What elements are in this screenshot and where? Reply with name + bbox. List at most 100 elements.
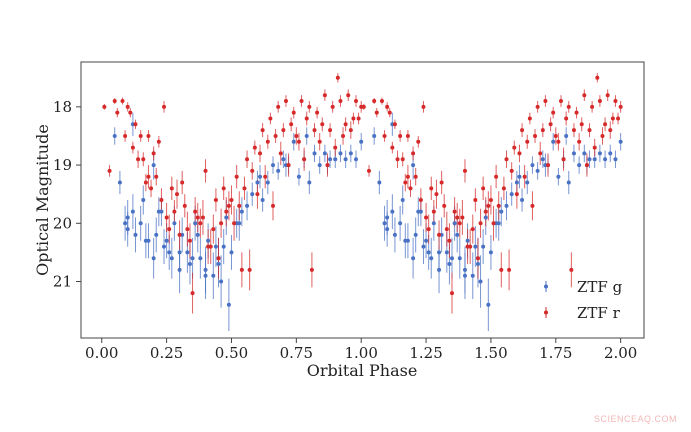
ztf-g-point [130,209,135,214]
ztf-g-point [470,273,475,278]
ztf-r-point [499,267,504,272]
ztf-g-point [348,151,353,156]
ztf-r-point [213,198,218,202]
ztf-r-point [457,221,462,226]
ztf-r-point [434,192,439,197]
ztf-r-point [398,133,403,138]
ztf-g-point [382,221,387,226]
ztf-r-point [600,133,605,138]
ztf-r-point [346,93,351,98]
ztf-g-point [258,174,263,179]
ztf-r-point [320,122,325,127]
ztf-r-point [164,215,169,220]
ztf-r-point [426,227,431,232]
ztf-r-point [452,209,457,214]
ztf-r-point [592,145,597,150]
ztf-g-point [398,221,403,226]
ztf-g-point [392,232,397,237]
ztf-r-point [128,110,133,115]
ztf-r-point [514,192,519,197]
ztf-r-point [234,174,239,179]
ztf-r-point [525,139,530,144]
ztf-g-point [413,232,418,237]
ztf-r-point [590,104,595,109]
y-tick-label: 18 [53,98,72,116]
ztf-r-point [424,215,429,220]
ztf-r-point [221,186,226,191]
ztf-r-point [348,128,353,133]
ztf-r-point [569,267,574,272]
ztf-r-point [151,151,156,156]
ztf-g-point [486,302,491,307]
ztf-r-point [177,232,182,237]
ztf-g-point [221,244,226,249]
ztf-g-point [478,279,483,284]
ztf-r-point [250,168,255,173]
ztf-r-point [159,198,164,202]
x-tick-label: 1.50 [474,344,507,362]
ztf-r-point [483,209,488,214]
ztf-r-point [468,244,473,249]
ztf-r-point [535,104,540,109]
ztf-r-point [315,110,320,115]
ztf-g-point [473,244,478,249]
ztf-r-point [551,110,556,115]
ztf-g-point [281,157,286,162]
ztf-r-point [429,186,434,191]
ztf-g-point [250,192,255,197]
ztf-r-point [460,215,465,220]
ztf-r-point [496,203,501,208]
ztf-g-point [304,133,309,138]
ztf-r-errorbars [103,73,622,314]
ztf-r-point [224,209,229,214]
ztf-r-point [294,133,299,138]
ztf-r-point [603,122,608,127]
ztf-g-point [447,262,452,267]
ztf-g-point [265,180,270,185]
ztf-r-point [475,256,480,261]
ztf-r-point [390,145,395,150]
ztf-g-point [496,221,501,226]
ztf-r-point [216,256,221,261]
ztf-r-point [125,104,130,109]
ztf-r-point [351,116,356,121]
ztf-g-point [535,168,540,173]
ztf-g-point [603,157,608,162]
ztf-r-point [304,116,309,121]
ztf-g-point [151,163,156,168]
ztf-r-point [444,227,449,232]
ztf-r-point [488,198,493,202]
ztf-r-point [138,133,143,138]
x-tick-label: 0.25 [150,344,183,362]
ztf-r-point [478,221,483,226]
ztf-g-point [582,151,587,156]
ztf-g-point [177,267,182,272]
ztf-r-point [522,174,527,179]
ztf-g-point [426,250,431,255]
ztf-r-point [571,128,576,133]
x-tick-label: 0.50 [215,344,248,362]
ztf-r-point [341,133,346,138]
ztf-g-point [411,256,416,261]
ztf-g-point [239,209,244,214]
ztf-g-point [291,139,296,144]
ztf-r-point [618,104,623,109]
ztf-g-point [138,221,143,226]
ztf-r-point [309,267,314,272]
ztf-g-points [112,122,623,307]
x-tick-label: 0.00 [85,344,118,362]
ztf-r-point [584,163,589,168]
ztf-r-point [361,104,366,109]
ztf-r-point [195,215,200,220]
ztf-r-point [265,139,270,144]
ztf-g-point [462,273,467,278]
ztf-g-point [385,227,390,232]
ztf-g-point [400,198,405,202]
ztf-g-point [317,163,322,168]
y-tick-label: 21 [53,273,72,291]
ztf-g-point [219,279,224,284]
ztf-r-point [203,168,208,173]
ztf-g-point [566,180,571,185]
ztf-g-point [437,267,442,272]
